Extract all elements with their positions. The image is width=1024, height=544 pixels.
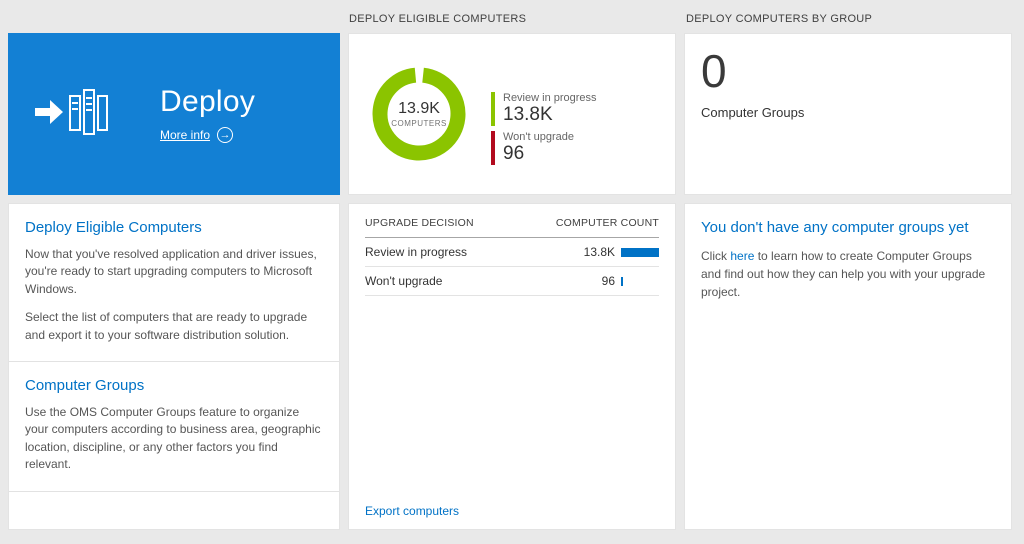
deploy-tile[interactable]: Deploy More info → bbox=[8, 33, 340, 195]
count-bar-track bbox=[621, 247, 659, 257]
groups-info-text-before: Click bbox=[701, 249, 731, 263]
groups-info-paragraph: Click here to learn how to create Comput… bbox=[701, 247, 995, 301]
legend-item-wont-upgrade[interactable]: Won't upgrade 96 bbox=[491, 130, 597, 165]
here-link[interactable]: here bbox=[730, 249, 755, 263]
computer-groups-count: 0 bbox=[701, 45, 727, 97]
section-heading: Computer Groups bbox=[25, 376, 145, 394]
section-paragraph: Select the list of computers that are re… bbox=[25, 310, 308, 342]
deploy-icon bbox=[34, 83, 108, 146]
column-header-computer-count: COMPUTER COUNT bbox=[555, 217, 659, 229]
groups-info-heading: You don't have any computer groups yet bbox=[701, 219, 969, 236]
groups-info-text-after: to learn how to create Computer Groups a… bbox=[701, 249, 986, 299]
section-deploy-eligible: Deploy Eligible Computers Now that you'v… bbox=[9, 204, 339, 362]
tile-title: Deploy bbox=[160, 85, 256, 118]
legend-label: Review in progress bbox=[503, 92, 597, 104]
legend-label: Won't upgrade bbox=[503, 130, 575, 143]
eligible-computers-chart-card: 13.9K COMPUTERS Review in progress 13.8K… bbox=[348, 33, 676, 195]
row-value: 13.8K bbox=[583, 245, 615, 259]
count-bar-track bbox=[621, 276, 659, 286]
upgrade-decision-table-card: UPGRADE DECISION COMPUTER COUNT Review i… bbox=[348, 203, 676, 530]
row-value: 96 bbox=[601, 274, 615, 288]
table-header-row: UPGRADE DECISION COMPUTER COUNT bbox=[365, 204, 659, 238]
row-label: Won't upgrade bbox=[365, 274, 443, 288]
deploy-info-card: Deploy Eligible Computers Now that you'v… bbox=[8, 203, 340, 530]
table-row-wont-upgrade[interactable]: Won't upgrade 96 bbox=[365, 267, 659, 296]
count-bar-0 bbox=[621, 247, 659, 257]
legend-value: 96 bbox=[503, 142, 525, 164]
export-computers-link[interactable]: Export computers bbox=[365, 504, 460, 518]
donut-chart[interactable]: 13.9K COMPUTERS bbox=[371, 66, 467, 162]
right-column-header: DEPLOY COMPUTERS BY GROUP bbox=[686, 13, 873, 25]
more-info-link[interactable]: More info → bbox=[160, 127, 255, 143]
deploy-tile-text: Deploy More info → bbox=[160, 85, 255, 143]
section-paragraph: Now that you've resolved application and… bbox=[25, 247, 317, 296]
arrow-circle-icon: → bbox=[217, 127, 234, 143]
table-row-review-in-progress[interactable]: Review in progress 13.8K bbox=[365, 238, 659, 267]
section-heading: Deploy Eligible Computers bbox=[25, 219, 202, 236]
column-header-upgrade-decision: UPGRADE DECISION bbox=[365, 217, 474, 229]
section-paragraph: Use the OMS Computer Groups feature to o… bbox=[25, 404, 321, 472]
legend-item-review-in-progress[interactable]: Review in progress 13.8K bbox=[491, 92, 597, 126]
middle-column-header: DEPLOY ELIGIBLE COMPUTERS bbox=[349, 13, 527, 25]
computer-groups-count-label: Computer Groups bbox=[701, 104, 805, 120]
chart-legend: Review in progress 13.8K Won't upgrade 9… bbox=[491, 92, 597, 165]
legend-value: 13.8K bbox=[503, 104, 553, 125]
section-computer-groups: Computer Groups Use the OMS Computer Gro… bbox=[9, 362, 339, 492]
computer-groups-info-card: You don't have any computer groups yet C… bbox=[684, 203, 1012, 530]
count-bar-1 bbox=[621, 276, 623, 286]
computer-groups-count-card[interactable]: 0 Computer Groups bbox=[684, 33, 1012, 195]
row-label: Review in progress bbox=[365, 245, 468, 259]
more-info-label: More info bbox=[160, 128, 211, 142]
